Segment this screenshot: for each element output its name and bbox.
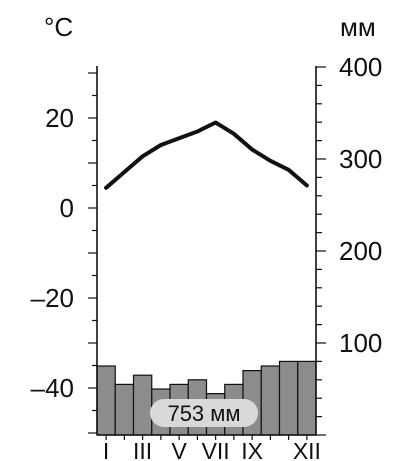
temperature-tick-label: 20 — [45, 103, 74, 133]
month-label: V — [171, 438, 187, 461]
temperature-tick-label: –40 — [31, 373, 74, 403]
precipitation-tick-label: 400 — [339, 52, 382, 82]
precipitation-bar — [96, 365, 116, 436]
precipitation-bar — [297, 360, 317, 436]
month-label: I — [103, 438, 109, 461]
precipitation-unit-label: мм — [340, 12, 376, 42]
annual-total-badge-bg — [150, 399, 258, 427]
month-label: VII — [202, 438, 230, 461]
annual-total-badge: 753 мм — [150, 399, 258, 427]
month-label: XII — [293, 438, 321, 461]
annual-total-label: 753 мм — [167, 401, 240, 426]
month-axis: I III V VII IX XII — [103, 435, 321, 461]
precipitation-tick-label: 200 — [339, 236, 382, 266]
precipitation-tick-label: 100 — [339, 328, 382, 358]
precipitation-axis: 400 300 200 100 — [316, 52, 382, 436]
temperature-line — [104, 120, 309, 190]
temperature-unit-label: °C — [44, 12, 73, 42]
precipitation-tick-label: 300 — [339, 144, 382, 174]
precipitation-bar — [278, 360, 299, 436]
precipitation-bar — [132, 374, 153, 436]
precipitation-bar — [260, 365, 281, 436]
precipitation-bar — [114, 383, 135, 436]
temperature-tick-label: 0 — [60, 193, 74, 223]
month-label: IX — [241, 438, 263, 461]
month-label: III — [133, 438, 152, 461]
temperature-axis: 20 0 –20 –40 — [31, 72, 97, 434]
temperature-tick-label: –20 — [31, 283, 74, 313]
